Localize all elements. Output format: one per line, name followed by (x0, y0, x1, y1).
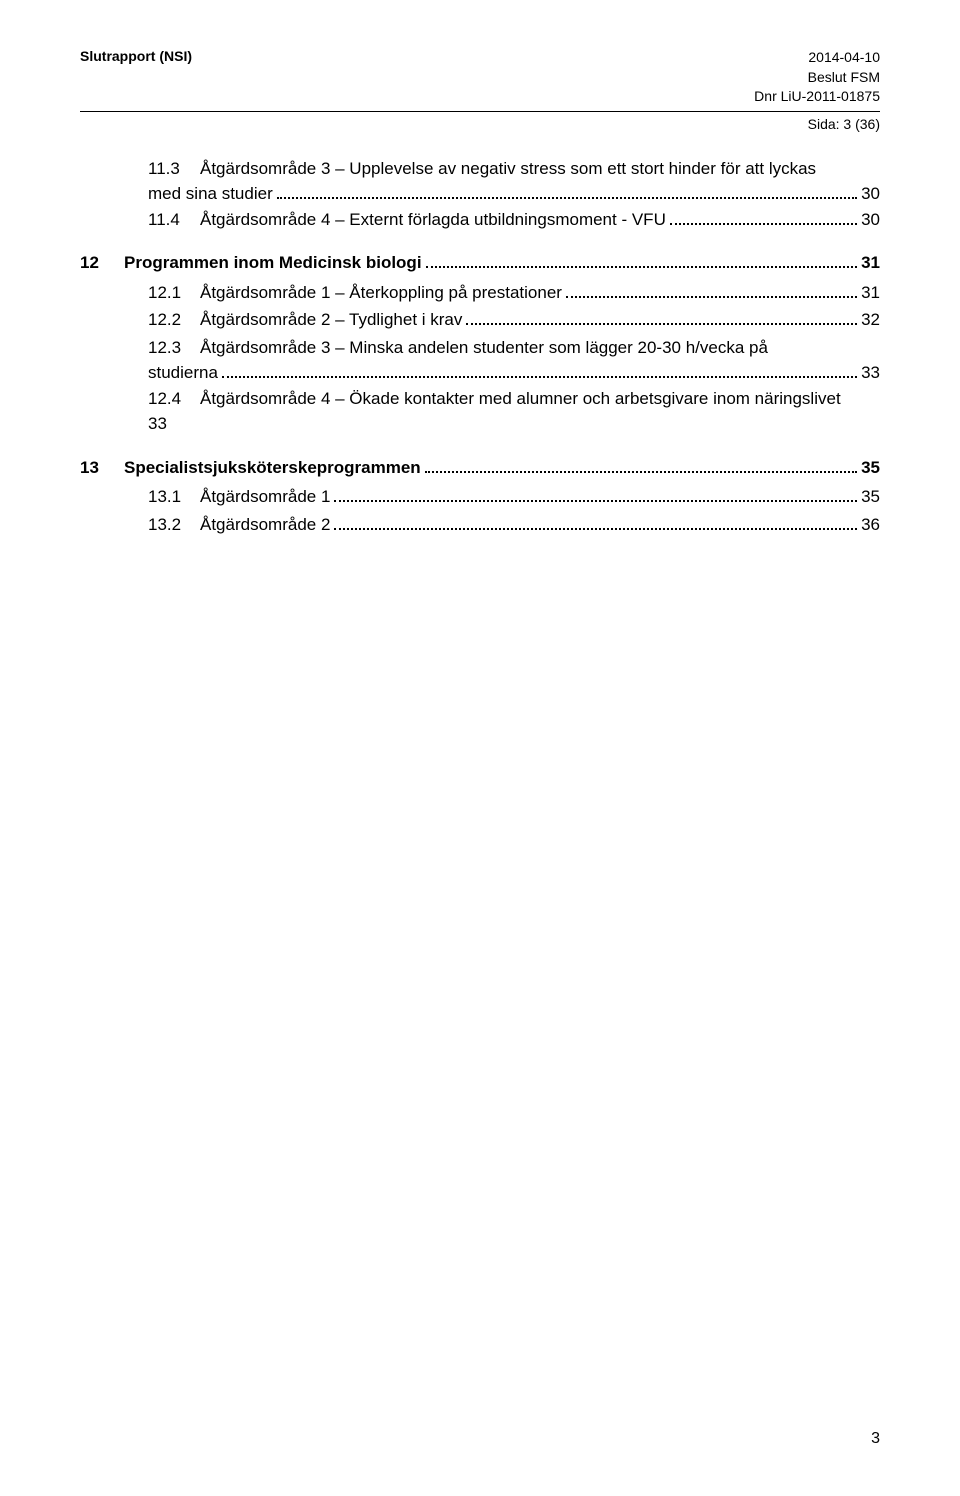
toc-leader-dots (222, 376, 857, 378)
toc-number: 12.3 (148, 335, 184, 361)
toc-page: 30 (861, 181, 880, 207)
toc-page: 31 (861, 250, 880, 276)
toc-entry: 12.1 Åtgärdsområde 1 – Återkoppling på p… (148, 280, 880, 306)
header-right: 2014-04-10 Beslut FSM Dnr LiU-2011-01875 (754, 48, 880, 107)
table-of-contents: 11.3 Åtgärdsområde 3 – Upplevelse av neg… (120, 156, 880, 538)
page-number-footer: 3 (871, 1430, 880, 1448)
header-line2: Beslut FSM (754, 68, 880, 88)
toc-title: Specialistsjuksköterskeprogrammen (124, 455, 421, 481)
toc-leader-dots (334, 528, 857, 530)
toc-number: 13.2 (148, 512, 184, 538)
toc-leader-dots (426, 266, 858, 268)
toc-title-cont: med sina studier (148, 181, 273, 207)
toc-section: 13 Specialistsjuksköterskeprogrammen 35 (80, 455, 880, 481)
toc-page: 35 (861, 455, 880, 481)
toc-title-cont: studierna (148, 360, 218, 386)
toc-number: 12 (80, 250, 108, 276)
toc-section: 12 Programmen inom Medicinsk biologi 31 (80, 250, 880, 276)
toc-page: 35 (861, 484, 880, 510)
toc-title: Åtgärdsområde 2 – Tydlighet i krav (200, 307, 462, 333)
header-line3: Dnr LiU-2011-01875 (754, 87, 880, 107)
page-info: Sida: 3 (36) (80, 116, 880, 132)
toc-number: 11.4 (148, 207, 184, 233)
toc-entry: 11.4 Åtgärdsområde 4 – Externt förlagda … (148, 207, 880, 233)
header-date: 2014-04-10 (754, 48, 880, 68)
toc-number: 12.1 (148, 280, 184, 306)
toc-title: Åtgärdsområde 3 – Upplevelse av negativ … (200, 156, 816, 182)
toc-page: 30 (861, 207, 880, 233)
toc-page: 33 (861, 360, 880, 386)
toc-entry: 13.2 Åtgärdsområde 2 36 (148, 512, 880, 538)
toc-title: Åtgärdsområde 4 – Externt förlagda utbil… (200, 207, 666, 233)
toc-entry: 12.2 Åtgärdsområde 2 – Tydlighet i krav … (148, 307, 880, 333)
toc-number: 13.1 (148, 484, 184, 510)
header-title-left: Slutrapport (NSI) (80, 48, 192, 64)
toc-title: Åtgärdsområde 2 (200, 512, 330, 538)
toc-leader-dots (334, 500, 857, 502)
toc-title: Programmen inom Medicinsk biologi (124, 250, 422, 276)
toc-leader-dots (670, 223, 857, 225)
page-header: Slutrapport (NSI) 2014-04-10 Beslut FSM … (80, 48, 880, 112)
toc-leader-dots (277, 197, 857, 199)
toc-leader-dots (466, 323, 857, 325)
toc-page: 32 (861, 307, 880, 333)
toc-title: Åtgärdsområde 4 – Ökade kontakter med al… (200, 386, 841, 412)
toc-entry: 13.1 Åtgärdsområde 1 35 (148, 484, 880, 510)
toc-number: 12.2 (148, 307, 184, 333)
toc-page: 31 (861, 280, 880, 306)
toc-title: Åtgärdsområde 1 – Återkoppling på presta… (200, 280, 562, 306)
toc-number: 13 (80, 455, 108, 481)
toc-page: 36 (861, 512, 880, 538)
toc-title: Åtgärdsområde 3 – Minska andelen student… (200, 335, 768, 361)
toc-entry: 11.3 Åtgärdsområde 3 – Upplevelse av neg… (148, 156, 880, 207)
toc-number: 12.4 (148, 386, 184, 412)
toc-title: Åtgärdsområde 1 (200, 484, 330, 510)
toc-leader-dots (566, 296, 857, 298)
toc-entry: 12.4 Åtgärdsområde 4 – Ökade kontakter m… (148, 386, 880, 437)
toc-leader-dots (425, 471, 857, 473)
toc-page: 33 (148, 414, 167, 433)
toc-entry: 12.3 Åtgärdsområde 3 – Minska andelen st… (148, 335, 880, 386)
toc-number: 11.3 (148, 156, 184, 182)
